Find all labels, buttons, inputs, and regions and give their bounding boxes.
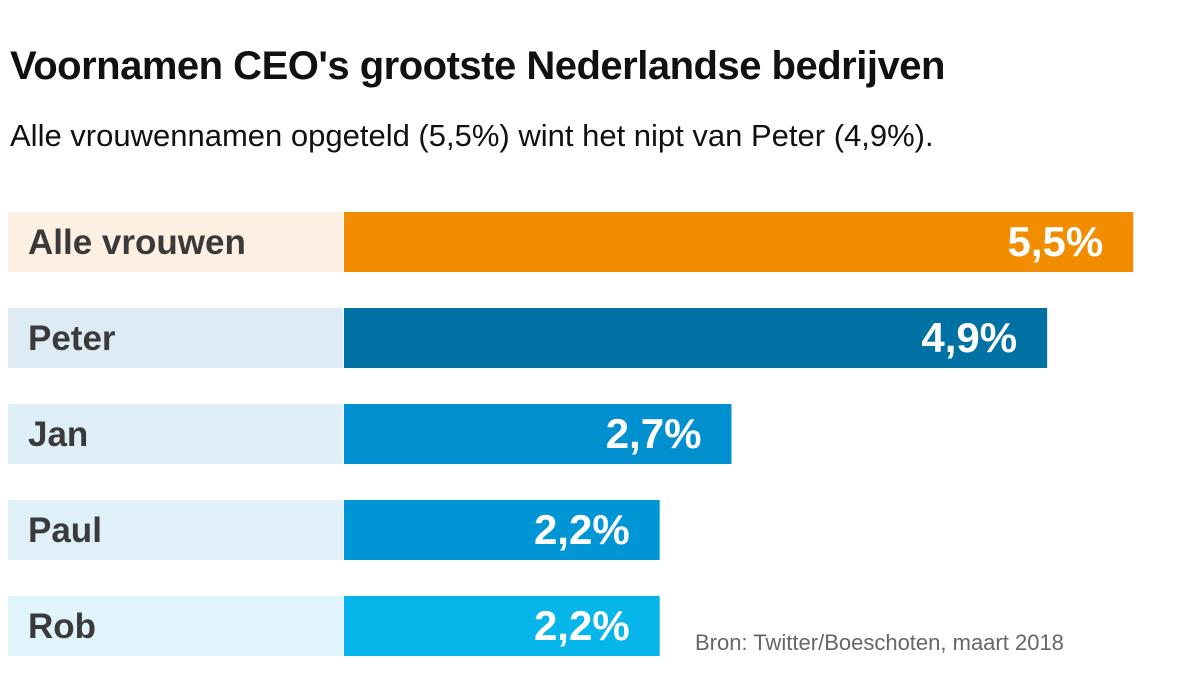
category-label-background bbox=[8, 308, 343, 368]
value-label: 5,5% bbox=[1008, 218, 1104, 265]
chart-title: Voornamen CEO's grootste Nederlandse bed… bbox=[10, 44, 945, 88]
value-label: 2,2% bbox=[534, 506, 630, 553]
source-note: Bron: Twitter/Boeschoten, maart 2018 bbox=[695, 630, 1064, 655]
category-label-background bbox=[8, 212, 343, 272]
category-label: Rob bbox=[28, 607, 96, 646]
category-label: Paul bbox=[28, 511, 102, 550]
value-label: 2,7% bbox=[606, 410, 702, 457]
category-label-background bbox=[8, 500, 343, 560]
value-label: 4,9% bbox=[921, 314, 1017, 361]
chart-subtitle: Alle vrouwennamen opgeteld (5,5%) wint h… bbox=[10, 118, 934, 153]
bar bbox=[344, 500, 660, 560]
bar bbox=[344, 404, 732, 464]
bar bbox=[344, 212, 1134, 272]
category-label: Peter bbox=[28, 319, 116, 358]
category-label: Jan bbox=[28, 415, 88, 454]
value-label: 2,2% bbox=[534, 602, 630, 649]
category-label-background bbox=[8, 596, 343, 656]
category-label-background bbox=[8, 404, 343, 464]
bar bbox=[344, 308, 1048, 368]
category-label: Alle vrouwen bbox=[28, 223, 246, 262]
bar bbox=[344, 596, 660, 656]
